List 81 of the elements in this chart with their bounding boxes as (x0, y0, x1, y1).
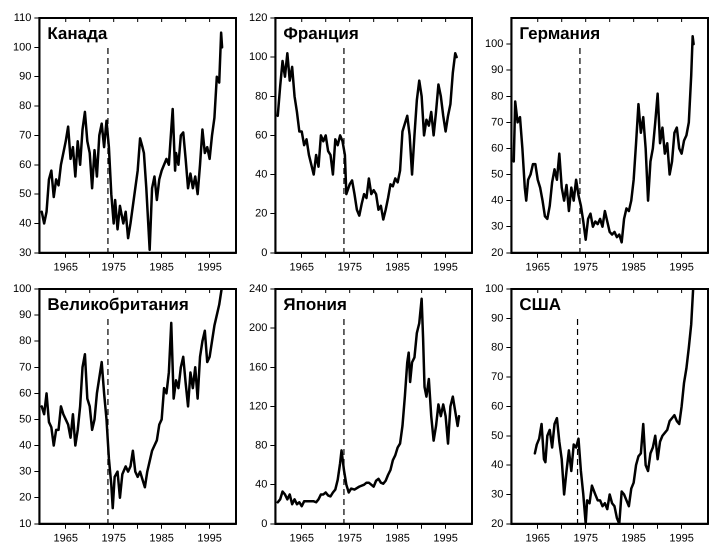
y-tick-label: 200 (248, 322, 268, 334)
y-tick-label: 20 (491, 246, 504, 259)
x-tick-label: 1995 (433, 261, 458, 274)
chart-title: Франция (283, 24, 359, 44)
y-tick-label: 40 (491, 194, 504, 207)
y-tick-label: 80 (255, 440, 268, 452)
y-tick-label: 120 (248, 400, 268, 412)
y-tick-label: 40 (19, 440, 32, 452)
chart-title: Япония (283, 295, 347, 314)
y-tick-label: 60 (19, 387, 32, 400)
y-tick-label: 100 (484, 38, 504, 50)
x-tick-label: 1965 (289, 261, 314, 274)
x-tick-label: 1965 (289, 532, 314, 544)
x-tick-label: 1985 (385, 261, 410, 274)
y-tick-label: 120 (248, 12, 268, 24)
x-tick-label: 1985 (149, 532, 174, 544)
y-tick-label: 70 (19, 129, 32, 142)
x-tick-label: 1975 (337, 261, 362, 274)
chart-title: Великобритания (47, 295, 189, 314)
y-tick-label: 240 (248, 283, 268, 296)
y-tick-label: 30 (19, 246, 32, 259)
y-tick-label: 80 (255, 90, 268, 102)
x-tick-label: 1995 (197, 532, 222, 544)
x-tick-label: 1975 (573, 261, 598, 274)
x-tick-label: 1965 (525, 532, 550, 544)
y-tick-label: 90 (19, 309, 32, 322)
x-tick-label: 1975 (337, 532, 362, 544)
y-tick-label: 80 (19, 335, 32, 348)
y-tick-label: 60 (491, 400, 504, 412)
y-tick-label: 20 (19, 492, 32, 504)
y-tick-label: 100 (12, 283, 32, 296)
y-tick-label: 110 (14, 12, 32, 24)
y-tick-label: 70 (491, 116, 504, 128)
y-tick-label: 70 (491, 371, 504, 384)
y-tick-label: 80 (19, 100, 32, 112)
y-tick-label: 70 (19, 361, 32, 374)
x-tick-label: 1985 (621, 532, 646, 544)
y-tick-label: 90 (19, 70, 32, 83)
y-tick-label: 100 (484, 283, 504, 296)
y-tick-label: 100 (248, 51, 268, 64)
y-tick-label: 50 (19, 188, 32, 200)
y-tick-label: 50 (491, 430, 504, 442)
y-tick-label: 20 (255, 208, 268, 220)
y-tick-label: 60 (491, 142, 504, 154)
y-tick-label: 60 (19, 158, 32, 171)
x-tick-label: 1995 (669, 261, 694, 274)
y-tick-label: 100 (12, 41, 32, 54)
y-tick-label: 80 (491, 342, 504, 354)
y-tick-label: 60 (255, 129, 268, 142)
x-tick-label: 1985 (621, 261, 646, 274)
chart-title: Канада (47, 24, 108, 44)
x-tick-label: 1985 (149, 261, 174, 274)
y-tick-label: 10 (19, 518, 32, 530)
y-tick-label: 50 (491, 168, 504, 181)
chart-title: США (519, 295, 561, 314)
x-tick-label: 1975 (101, 261, 126, 274)
x-tick-label: 1965 (525, 261, 550, 274)
x-tick-label: 1965 (53, 261, 78, 274)
chart-title: Германия (519, 24, 600, 44)
y-tick-label: 40 (255, 168, 268, 181)
y-tick-label: 0 (261, 246, 268, 259)
y-tick-label: 40 (491, 459, 504, 472)
y-tick-label: 30 (19, 466, 32, 478)
x-tick-label: 1995 (197, 261, 222, 274)
x-tick-label: 1975 (573, 532, 598, 544)
y-tick-label: 30 (491, 220, 504, 233)
x-tick-label: 1965 (53, 532, 78, 544)
y-tick-label: 90 (491, 64, 504, 76)
x-tick-label: 1975 (101, 532, 126, 544)
y-tick-label: 160 (248, 361, 268, 374)
y-tick-label: 20 (491, 518, 504, 530)
y-tick-label: 80 (491, 90, 504, 102)
y-tick-label: 30 (491, 488, 504, 500)
y-tick-label: 40 (255, 478, 268, 491)
x-tick-label: 1985 (385, 532, 410, 544)
y-tick-label: 50 (19, 413, 32, 426)
y-tick-label: 0 (261, 518, 268, 530)
x-tick-label: 1995 (433, 532, 458, 544)
y-tick-label: 90 (491, 312, 504, 324)
x-tick-label: 1995 (669, 532, 694, 544)
y-tick-label: 40 (19, 217, 32, 230)
